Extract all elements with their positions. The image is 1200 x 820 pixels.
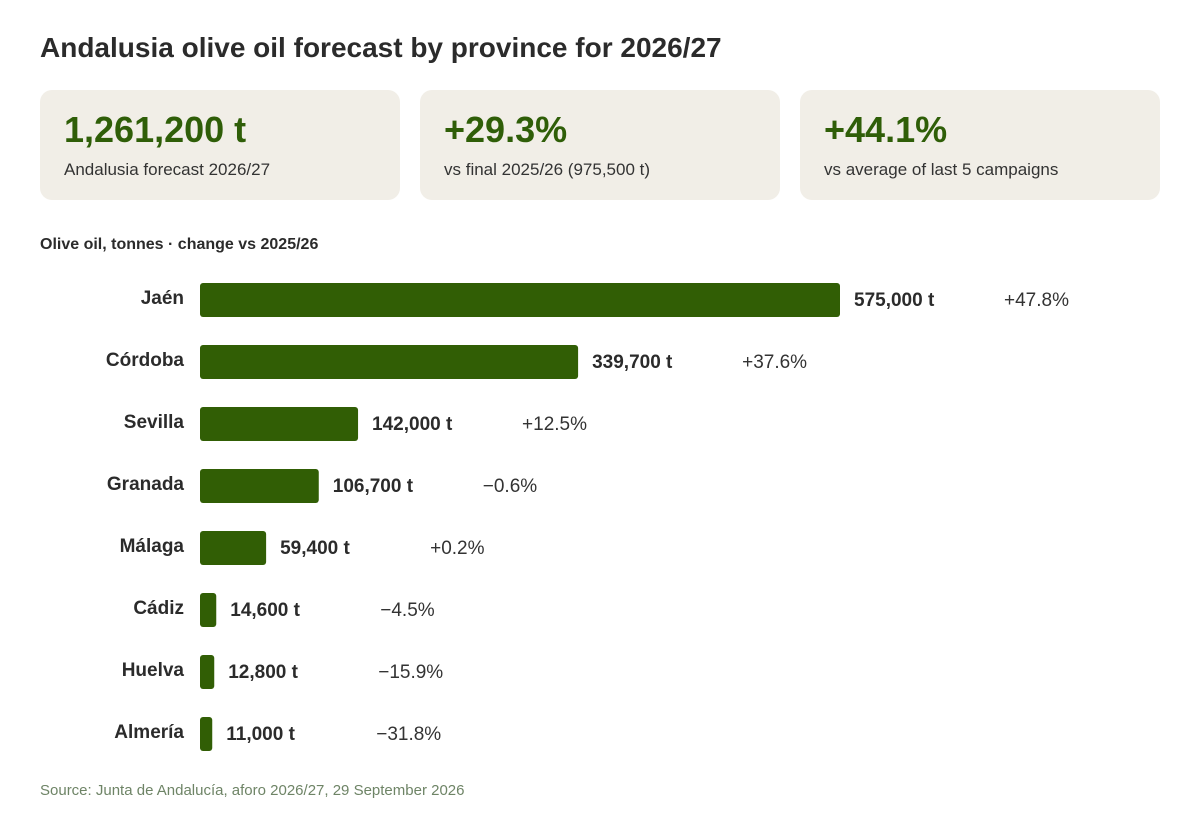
category-label-granada: Granada: [107, 474, 185, 495]
value-label-huelva: 12,800 t: [228, 662, 298, 683]
bar-granada: [200, 469, 319, 503]
kpi-card-vs-average: +44.1% vs average of last 5 campaigns: [800, 90, 1160, 200]
kpi-value-vs-last-year: +29.3%: [444, 109, 568, 150]
kpi-value-forecast: 1,261,200 t: [64, 109, 247, 150]
kpi-card-forecast: 1,261,200 t Andalusia forecast 2026/27: [40, 90, 400, 200]
bar-cadiz: [200, 593, 217, 627]
chart-subtitle: Olive oil, tonnes · change vs 2025/26: [40, 236, 319, 253]
kpi-value-vs-average: +44.1%: [824, 109, 948, 150]
change-label-sevilla: +12.5%: [522, 414, 587, 435]
value-label-almeria: 11,000 t: [226, 724, 295, 745]
value-label-jaen: 575,000 t: [854, 290, 935, 311]
kpi-label-forecast: Andalusia forecast 2026/27: [64, 160, 271, 179]
bar-huelva: [200, 655, 215, 689]
bar-cordoba: [200, 345, 579, 379]
change-label-almeria: −31.8%: [376, 724, 441, 745]
change-label-jaen: +47.8%: [1004, 290, 1069, 311]
change-label-cordoba: +37.6%: [742, 352, 807, 373]
bar-malaga: [200, 531, 267, 565]
category-label-malaga: Málaga: [120, 536, 185, 557]
category-label-sevilla: Sevilla: [124, 412, 185, 433]
value-label-cadiz: 14,600 t: [230, 600, 300, 621]
page-title: Andalusia olive oil forecast by province…: [40, 32, 722, 63]
change-label-granada: −0.6%: [483, 476, 538, 497]
kpi-card-vs-last-year: +29.3% vs final 2025/26 (975,500 t): [420, 90, 780, 200]
change-label-malaga: +0.2%: [430, 538, 485, 559]
kpi-label-vs-average: vs average of last 5 campaigns: [824, 160, 1059, 179]
value-label-sevilla: 142,000 t: [372, 414, 453, 435]
category-label-cordoba: Córdoba: [106, 350, 185, 371]
category-label-huelva: Huelva: [122, 660, 185, 681]
value-label-malaga: 59,400 t: [280, 538, 350, 559]
value-label-granada: 106,700 t: [333, 476, 414, 497]
category-label-cadiz: Cádiz: [133, 598, 184, 619]
bar-jaen: [200, 283, 840, 317]
bar-almeria: [200, 717, 213, 751]
change-label-huelva: −15.9%: [378, 662, 443, 683]
bar-sevilla: [200, 407, 359, 441]
source-note: Source: Junta de Andalucía, aforo 2026/2…: [40, 782, 465, 799]
change-label-cadiz: −4.5%: [380, 600, 435, 621]
category-label-jaen: Jaén: [141, 288, 184, 309]
province-bar-chart: Jaén 575,000 t +47.8% Córdoba 339,700 t +37.6…: [106, 283, 1069, 751]
kpi-row: 1,261,200 t Andalusia forecast 2026/27 +…: [40, 90, 1160, 200]
category-label-almeria: Almería: [114, 722, 184, 743]
kpi-label-vs-last-year: vs final 2025/26 (975,500 t): [444, 160, 651, 179]
value-label-cordoba: 339,700 t: [592, 352, 673, 373]
